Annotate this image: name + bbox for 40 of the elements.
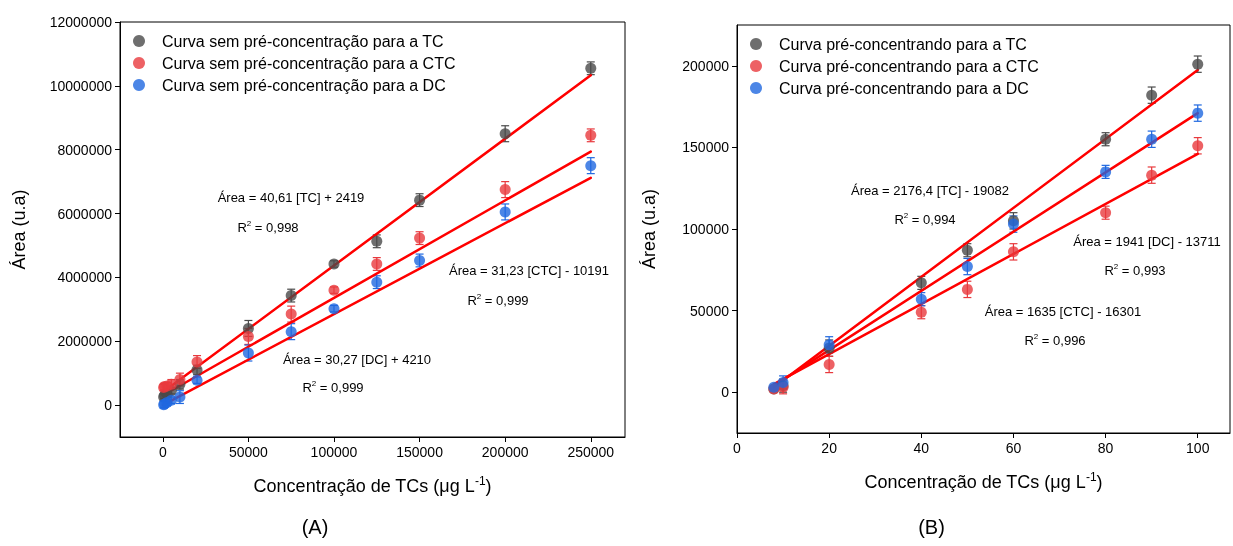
legend-label: Curva sem pré-concentração para a CTC xyxy=(162,54,456,72)
y-tick-label: 100000 xyxy=(682,221,730,237)
y-tick-label: 4000000 xyxy=(57,269,113,286)
y-tick-label: 150000 xyxy=(682,139,730,156)
legend-label: Curva pré-concentrando para a TC xyxy=(779,35,1027,53)
x-tick-label: 40 xyxy=(913,440,930,456)
text: (B) xyxy=(918,516,945,538)
annotation: Área = 2176,4 [TC] - 19082 xyxy=(851,182,1009,198)
y-axis-title: Área (u.a) xyxy=(639,188,659,270)
y-tick-label: 10000000 xyxy=(49,77,113,94)
x-tick-label: 100000 xyxy=(310,444,358,460)
y-tick-label: 6000000 xyxy=(57,205,113,222)
y-tick-label: 12000000 xyxy=(49,14,113,30)
annotation: Área = 40,61 [TC] + 2419 xyxy=(217,189,365,205)
legend-label: Curva pré-concentrando para a CTC xyxy=(779,57,1039,75)
y-tick-label: 0 xyxy=(721,384,730,401)
y-tick-label: 8000000 xyxy=(57,141,113,158)
text: (A) xyxy=(301,516,329,538)
x-tick-label: 0 xyxy=(158,444,167,460)
y-tick-label: 2000000 xyxy=(57,333,113,350)
y-tick-label: 0 xyxy=(104,397,113,414)
x-tick-label: 80 xyxy=(1097,440,1114,456)
x-tick-label: 250000 xyxy=(567,444,615,460)
x-tick-label: 200000 xyxy=(481,444,529,460)
legend-label: Curva sem pré-concentração para a TC xyxy=(162,32,444,50)
x-tick-label: 60 xyxy=(1005,440,1022,456)
annotation: Área = 30,27 [DC] + 4210 xyxy=(282,351,432,367)
x-tick-label: 150000 xyxy=(396,444,444,460)
x-tick-label: 50000 xyxy=(228,444,269,460)
y-tick-label: 50000 xyxy=(690,302,730,319)
y-axis-title: Área (u.a) xyxy=(9,189,29,270)
legend-label: Curva pré-concentrando para a DC xyxy=(779,79,1029,97)
annotation: Área = 31,23 [CTC] - 10191 xyxy=(448,262,610,278)
y-tick-label: 200000 xyxy=(682,57,730,74)
x-tick-label: 0 xyxy=(733,440,742,456)
x-tick-label: 20 xyxy=(821,440,838,456)
annotation: Área = 1941 [DC] - 13711 xyxy=(1073,233,1221,249)
annotation: Área = 1635 [CTC] - 16301 xyxy=(984,303,1142,319)
x-tick-label: 100 xyxy=(1186,440,1210,456)
legend-label: Curva sem pré-concentração para a DC xyxy=(162,76,446,94)
